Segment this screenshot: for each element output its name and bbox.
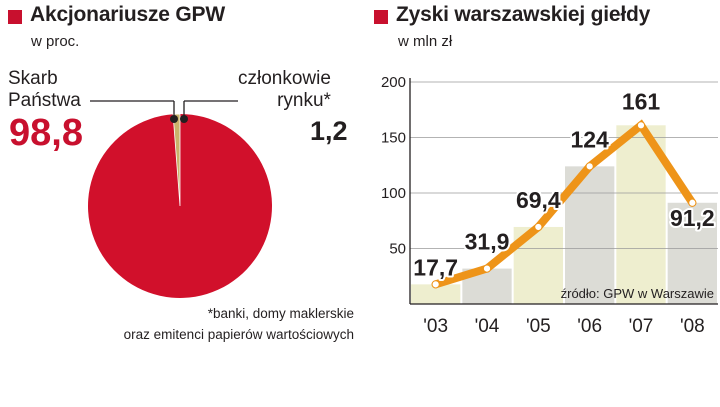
source-note: źródło: GPW w Warszawie [561,286,714,301]
year-band-08 [667,202,717,304]
series-line [431,119,697,289]
data-label: 91,2 [670,205,715,231]
year-band-03 [411,284,461,304]
pie-title: Akcjonariusze GPW [30,3,225,26]
title-marker [8,10,22,24]
title-marker [374,10,388,24]
x-tick-label: '07 [629,316,654,337]
data-point [534,222,543,232]
line-subtitle: w mln zł [398,33,453,50]
pie-leader-dot [170,115,178,123]
x-tick-label: '06 [577,316,602,337]
data-point [585,162,594,171]
pie-value-czlonkowie: 1,2 [310,116,348,146]
data-point [482,264,492,273]
y-tick-label: 50 [389,241,406,258]
y-tick-label: 100 [381,185,406,202]
data-label: 124 [570,126,609,152]
pie-subtitle: w proc. [31,33,80,50]
pie-footnote: *banki, domy maklerskie oraz emitenci pa… [124,303,354,345]
data-label: 31,9 [465,229,510,255]
y-tick-label: 200 [381,74,406,91]
x-tick-label: '08 [680,316,705,337]
data-point [431,280,440,289]
pie-label-skarb: Skarb Państwa [8,68,81,111]
pie-value-skarb: 98,8 [9,112,83,154]
line-title: Zyski warszawskiej giełdy [396,3,651,26]
data-point [688,198,697,207]
y-tick-label: 150 [381,130,406,147]
pie-footnote-line-1: *banki, domy maklerskie [207,306,354,321]
data-label: 161 [622,88,661,114]
data-point [636,121,646,130]
pie-leader-dot [180,115,188,123]
pie-label-czlonkowie: członkowie rynku* [238,68,331,111]
data-label: 17,7 [413,254,458,280]
pie-footnote-line-2: oraz emitenci papierów wartościowych [123,327,354,342]
x-tick-label: '05 [526,316,551,337]
pie-slice-czlonkowie-rynku [172,113,181,207]
data-label: 69,4 [516,187,561,213]
x-tick-label: '03 [423,316,448,337]
x-tick-label: '04 [475,316,500,337]
